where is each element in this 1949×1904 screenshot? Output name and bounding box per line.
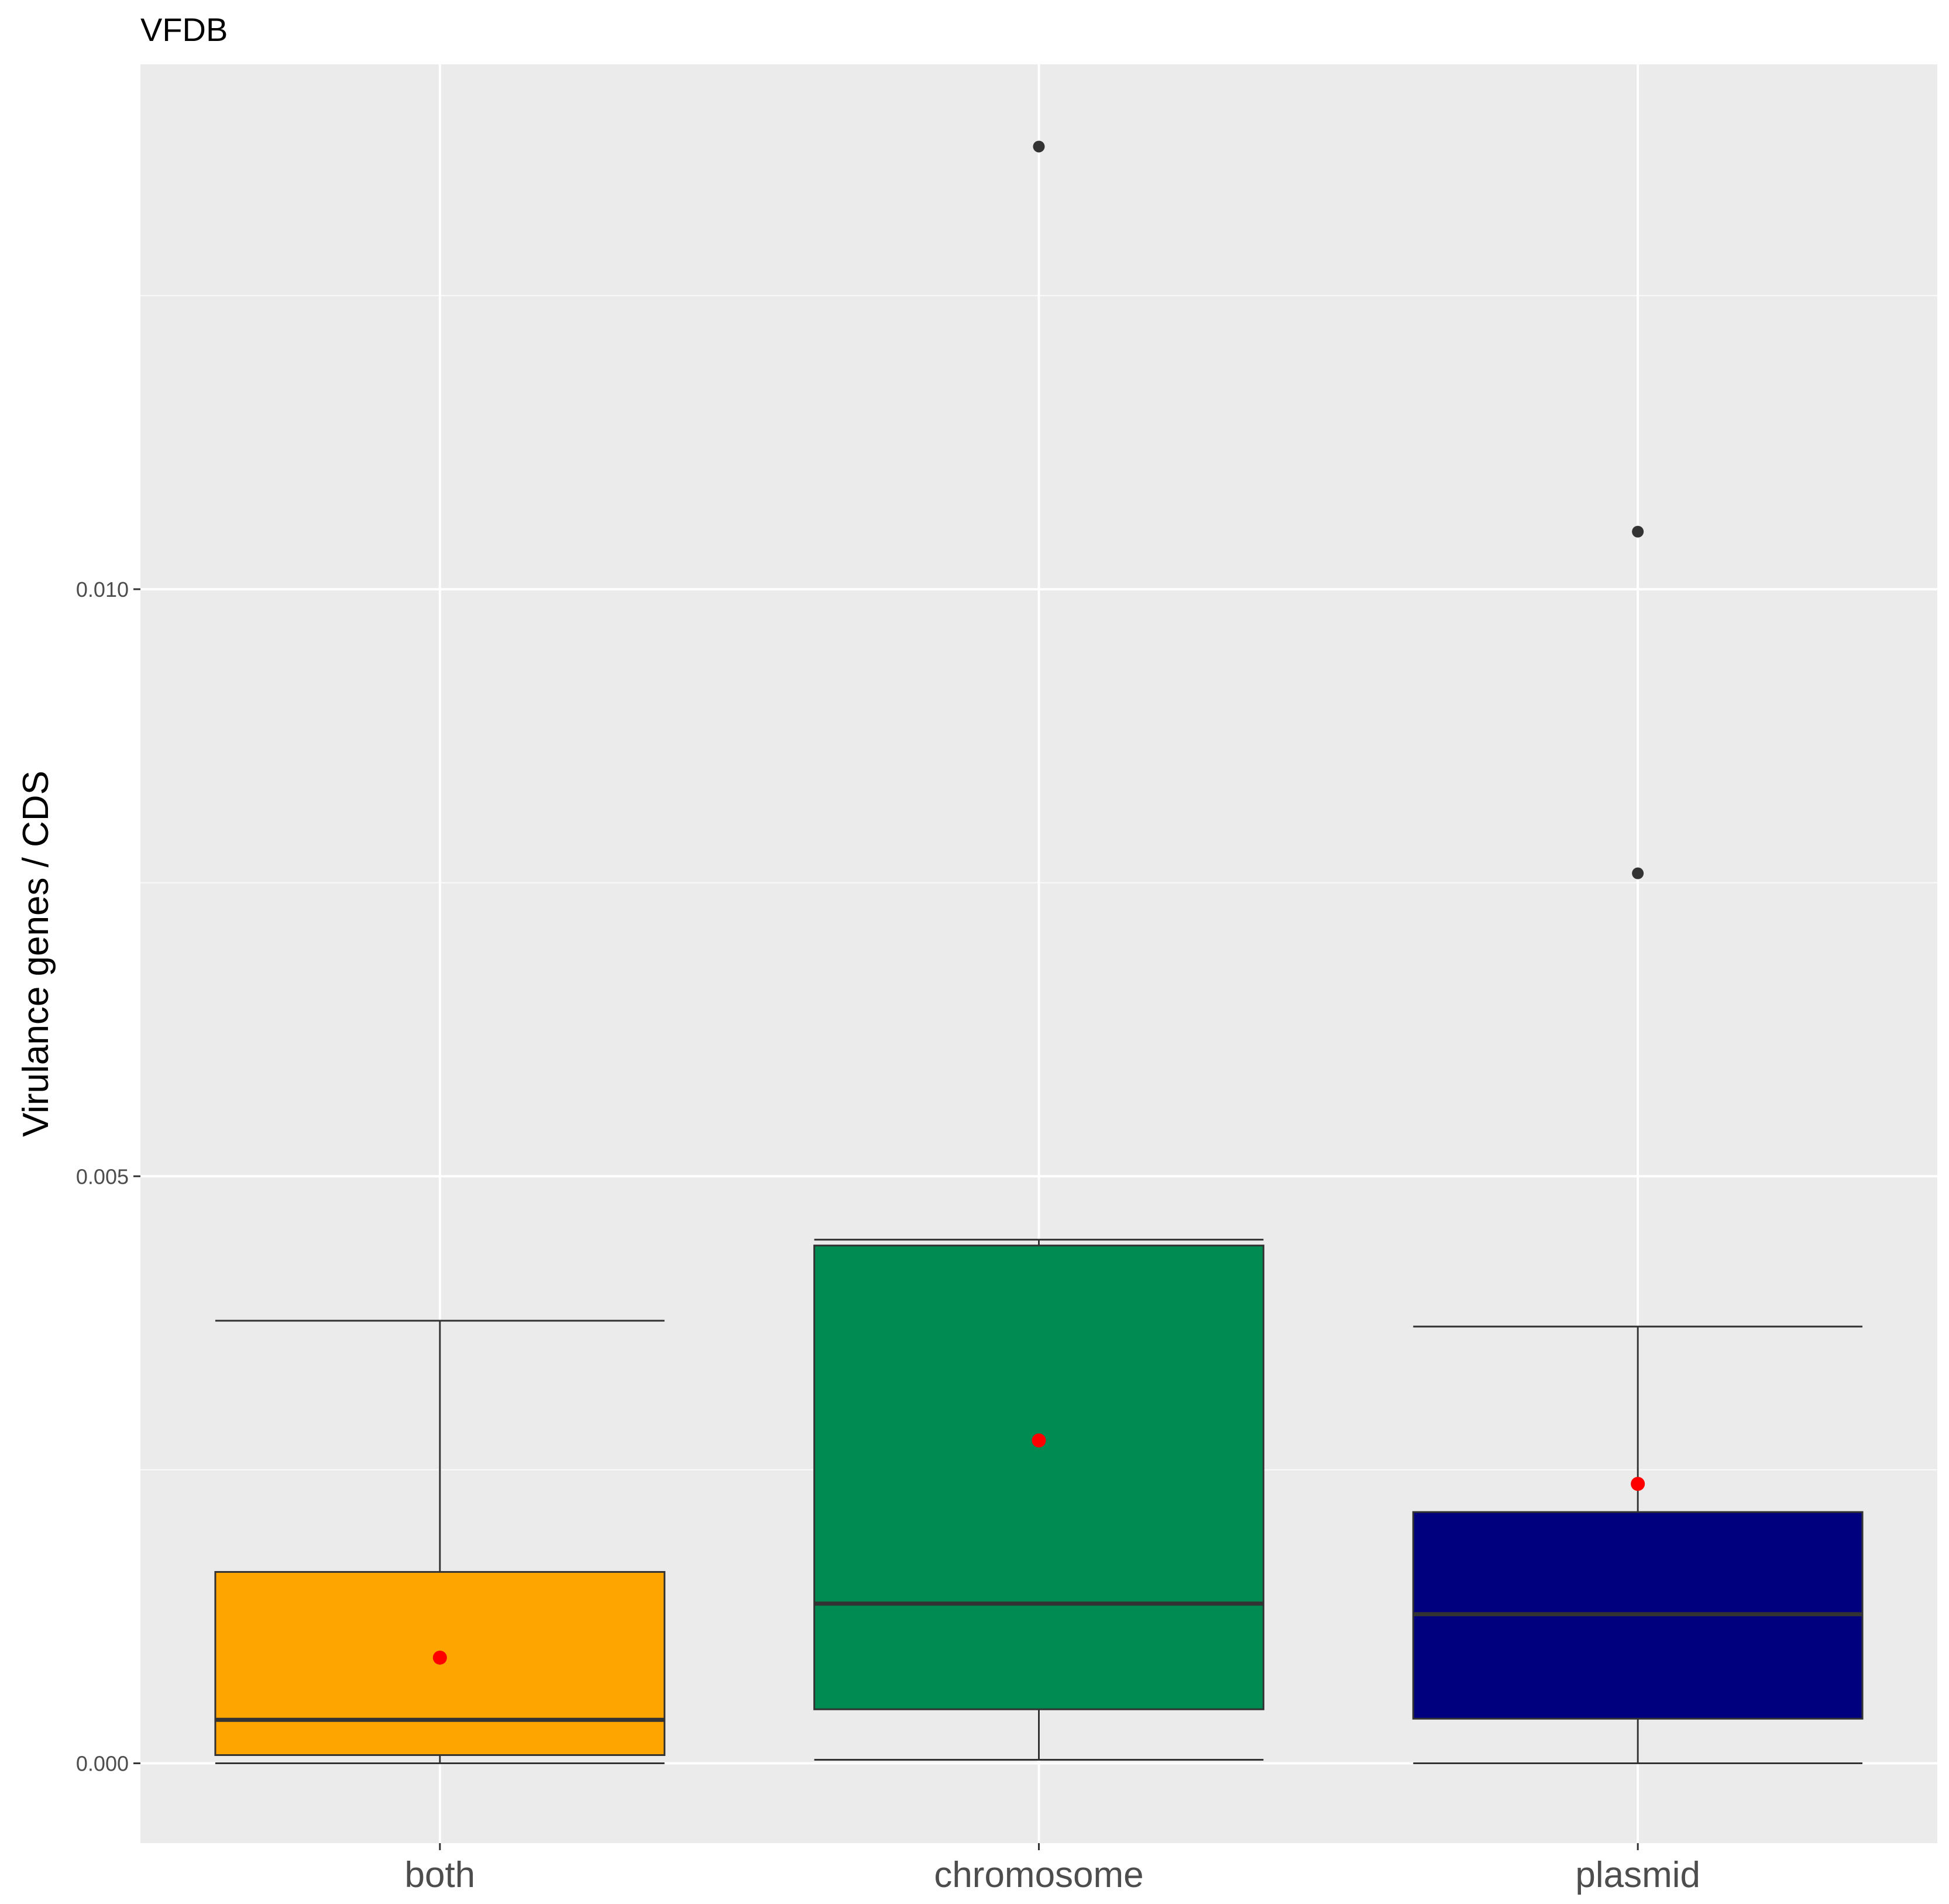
box-chromosome [813,140,1264,1761]
x-tick-label: both [404,1855,475,1895]
box-both [214,1319,666,1765]
mean-point [1032,1433,1046,1448]
y-axis-label: Virulance genes / CDS [16,771,56,1137]
box-plasmid [1412,525,1864,1765]
x-tick-label: chromosome [934,1855,1143,1895]
outlier-point [1632,525,1644,538]
box-iqr [813,1245,1264,1710]
boxplots [214,140,1864,1765]
outlier-point [1033,140,1045,153]
mean-point [1631,1476,1645,1491]
outlier-point [1632,867,1644,879]
y-tick-label: 0.005 [76,1164,129,1188]
axes: 0.000 0.005 0.010 both chromosome plasmid [76,578,1700,1895]
x-tick-label: plasmid [1575,1855,1700,1895]
mean-point [432,1650,447,1665]
y-tick-label: 0.000 [76,1752,129,1776]
chart-title: VFDB [140,11,228,48]
y-tick-label: 0.010 [76,578,129,602]
